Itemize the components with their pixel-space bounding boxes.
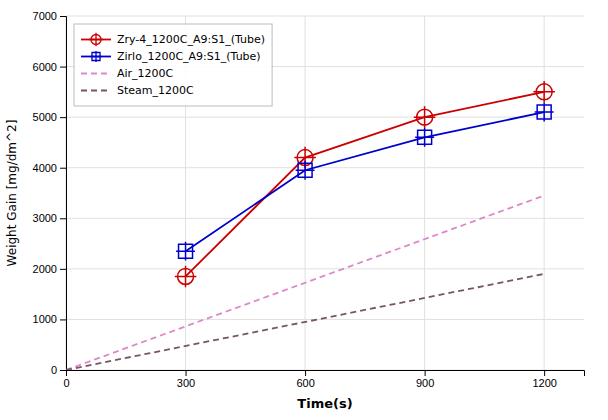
legend-marker: [89, 33, 103, 47]
tick: 6000: [33, 61, 66, 73]
point-marker: [415, 128, 434, 147]
tick: 5000: [33, 111, 66, 123]
tick-label: 6000: [33, 61, 57, 73]
legend-label: Air_1200C: [117, 67, 174, 80]
axis-line: [60, 17, 67, 371]
tick-label: 600: [296, 377, 314, 389]
tick: 600: [296, 370, 314, 389]
x-axis: 0 300 600 900 1200: [63, 370, 584, 389]
tick-mark: [60, 168, 66, 169]
legend-box: [74, 24, 272, 106]
point-marker: [414, 106, 436, 128]
tick-label: 1200: [532, 377, 556, 389]
series-line: [66, 274, 544, 370]
tick-mark: [60, 370, 66, 371]
series-line: [186, 112, 545, 251]
plot-area: [66, 81, 555, 370]
tick-mark: [60, 117, 66, 118]
legend-label: Zirlo_1200C_A9:S1_(Tube): [117, 50, 261, 63]
tick-mark: [60, 16, 66, 17]
grid: [66, 16, 584, 370]
tick-label: 900: [416, 377, 434, 389]
point-marker: [175, 266, 197, 288]
grid-line: [66, 167, 584, 168]
tick: 1000: [33, 313, 66, 325]
tick: 0: [51, 364, 66, 376]
tick-mark: [186, 370, 187, 376]
tick-mark: [305, 370, 306, 376]
tick: 0: [63, 370, 69, 389]
tick: 1200: [532, 370, 556, 389]
grid-line: [66, 16, 584, 17]
tick: 4000: [33, 162, 66, 174]
tick: 900: [416, 370, 434, 389]
legend-line: [81, 90, 111, 92]
point-marker: [296, 161, 315, 180]
axis-line: [67, 371, 585, 377]
grid-line: [66, 117, 584, 118]
tick-mark: [60, 67, 66, 68]
tick-label: 0: [63, 377, 69, 389]
chart-svg: 0 300 600 900 1200 0 1000 2000 3000 4000 5000 6000 7…: [0, 0, 608, 420]
chart-container: 0 300 600 900 1200 0 1000 2000 3000 4000 5000 6000 7…: [0, 0, 608, 420]
grid-line: [66, 319, 584, 320]
series-line: [186, 92, 545, 277]
point-marker: [176, 242, 195, 261]
tick-mark: [425, 370, 426, 376]
grid-line: [66, 268, 584, 269]
legend-label: Zry-4_1200C_A9:S1_(Tube): [117, 33, 265, 46]
y-axis: 0 1000 2000 3000 4000 5000 6000 7000: [33, 10, 67, 376]
tick-label: 5000: [33, 111, 57, 123]
tick-label: 2000: [33, 263, 57, 275]
tick-mark: [60, 319, 66, 320]
tick-label: 3000: [33, 212, 57, 224]
grid-line: [66, 218, 584, 219]
tick-label: 300: [177, 377, 195, 389]
tick: 7000: [33, 10, 66, 22]
tick-mark: [60, 218, 66, 219]
tick: 2000: [33, 263, 66, 275]
tick-mark: [60, 269, 66, 270]
point-marker: [535, 103, 554, 122]
tick: 300: [177, 370, 195, 389]
tick-label: 7000: [33, 10, 57, 22]
legend-line: [81, 73, 111, 75]
tick-label: 1000: [33, 313, 57, 325]
grid-line: [305, 16, 306, 370]
x-axis-title: Time(s): [297, 396, 352, 411]
legend-label: Steam_1200C: [117, 84, 194, 97]
tick-mark: [544, 370, 545, 376]
grid-line: [544, 16, 545, 370]
tick-label: 4000: [33, 162, 57, 174]
y-axis-title: Weight Gain [mg/dm^2]: [5, 120, 19, 267]
tick: 3000: [33, 212, 66, 224]
legend-marker: [91, 51, 102, 62]
tick-label: 0: [51, 364, 57, 376]
legend: Zry-4_1200C_A9:S1_(Tube) Zirlo_1200C_A9:S…: [74, 24, 272, 106]
series-line: [66, 196, 544, 370]
grid-line: [424, 16, 425, 370]
point-marker: [533, 81, 555, 103]
